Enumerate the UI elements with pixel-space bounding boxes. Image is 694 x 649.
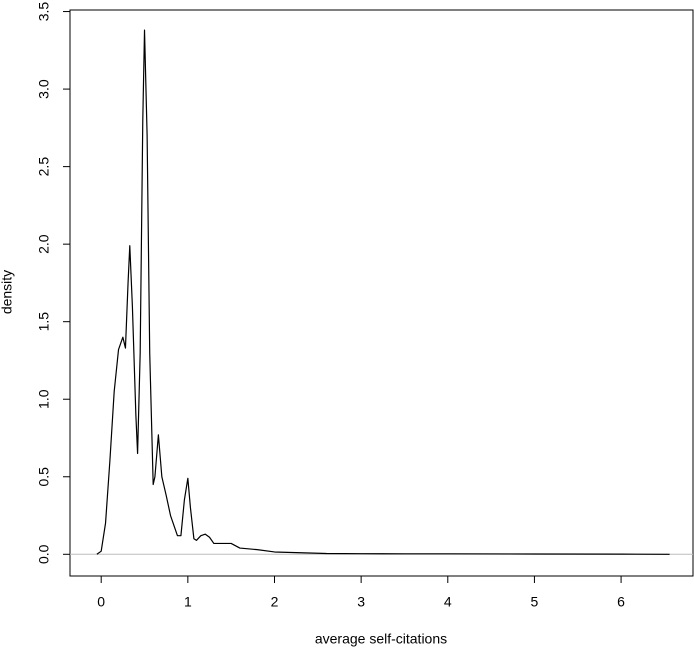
y-tick-label: 0.0 [36,544,52,564]
y-tick-label: 2.5 [36,157,52,177]
x-axis-label: average self-citations [315,631,447,647]
y-tick-label: 3.0 [36,79,52,99]
x-tick-label: 0 [97,594,105,610]
x-tick-label: 6 [617,594,625,610]
y-tick-label: 1.5 [36,312,52,332]
x-tick-label: 2 [271,594,279,610]
plot-box [69,9,694,577]
y-tick-label: 2.0 [36,234,52,254]
x-tick-label: 5 [531,594,539,610]
y-tick-label: 3.5 [36,2,52,22]
x-tick-label: 3 [357,594,365,610]
density-line [96,29,670,555]
y-tick-label: 0.5 [36,467,52,487]
x-tick-label: 4 [444,594,452,610]
y-tick-label: 1.0 [36,389,52,409]
x-tick-label: 1 [184,594,192,610]
y-axis-label: density [0,270,15,314]
